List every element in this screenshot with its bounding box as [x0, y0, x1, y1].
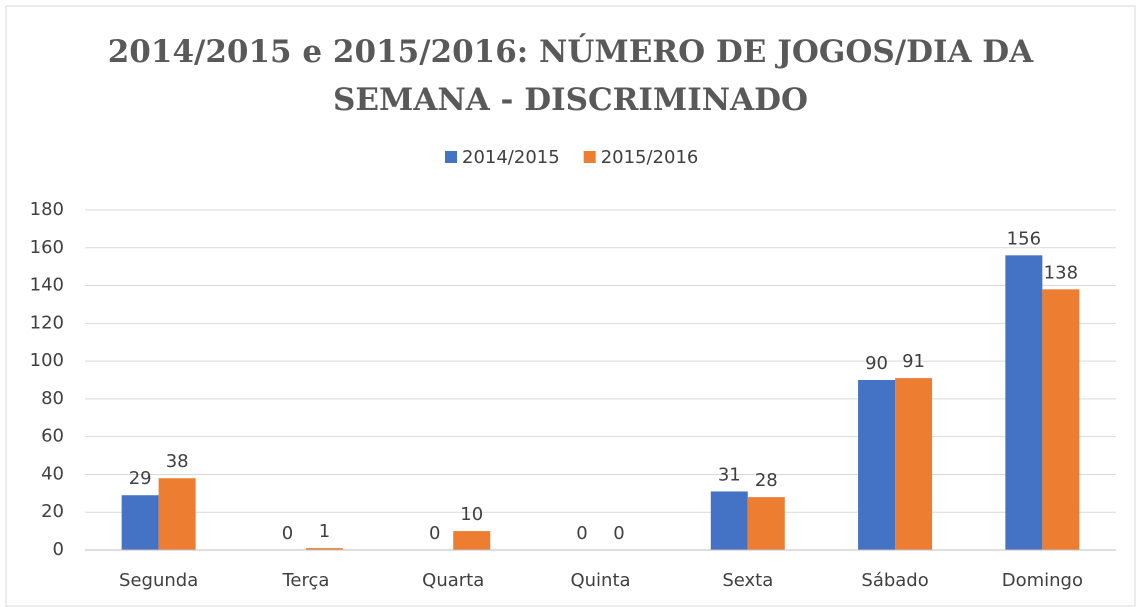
bar [453, 531, 491, 550]
bar [1005, 255, 1043, 551]
y-tick-label: 20 [41, 501, 64, 522]
value-label: 1 [319, 521, 330, 542]
y-tick-label: 180 [30, 199, 64, 220]
value-label: 10 [460, 504, 483, 525]
value-label: 31 [718, 464, 741, 485]
y-tick-label: 80 [41, 388, 64, 409]
y-tick-label: 100 [30, 350, 64, 371]
bar [895, 378, 933, 550]
value-label: 138 [1044, 262, 1078, 283]
y-tick-label: 40 [41, 463, 64, 484]
value-label: 29 [129, 468, 152, 489]
bar [710, 491, 748, 550]
x-tick-label: Terça [281, 570, 329, 591]
y-tick-label: 0 [53, 539, 64, 560]
x-tick-label: Segunda [119, 570, 198, 591]
y-tick-label: 120 [30, 312, 64, 333]
chart-title: 2014/2015 e 2015/2016: NÚMERO DE JOGOS/D… [107, 34, 1034, 118]
value-label: 156 [1007, 228, 1041, 249]
legend-label: 2014/2015 [462, 147, 560, 168]
y-tick-label: 160 [30, 237, 64, 258]
bar [158, 478, 196, 550]
value-label: 91 [902, 351, 925, 372]
value-label: 90 [865, 353, 888, 374]
value-label: 0 [576, 523, 587, 544]
bar [121, 495, 159, 550]
legend-swatch [583, 151, 596, 163]
value-label: 0 [613, 523, 624, 544]
y-tick-label: 140 [30, 275, 64, 296]
bar [1042, 289, 1080, 550]
bar [747, 497, 785, 550]
value-label: 38 [166, 451, 189, 472]
x-tick-label: Sexta [722, 570, 773, 591]
value-label: 0 [429, 523, 440, 544]
value-label: 0 [282, 523, 293, 544]
value-label: 28 [755, 470, 778, 491]
chart-border [5, 5, 1136, 607]
legend-label: 2015/2016 [601, 147, 699, 168]
y-tick-label: 60 [41, 426, 64, 447]
legend-swatch [445, 151, 457, 163]
x-tick-label: Sábado [861, 570, 928, 591]
x-tick-label: Quinta [570, 570, 630, 591]
x-tick-label: Quarta [422, 570, 484, 591]
bar [305, 548, 343, 550]
x-tick-label: Domingo [1002, 570, 1083, 591]
bar [858, 380, 896, 550]
